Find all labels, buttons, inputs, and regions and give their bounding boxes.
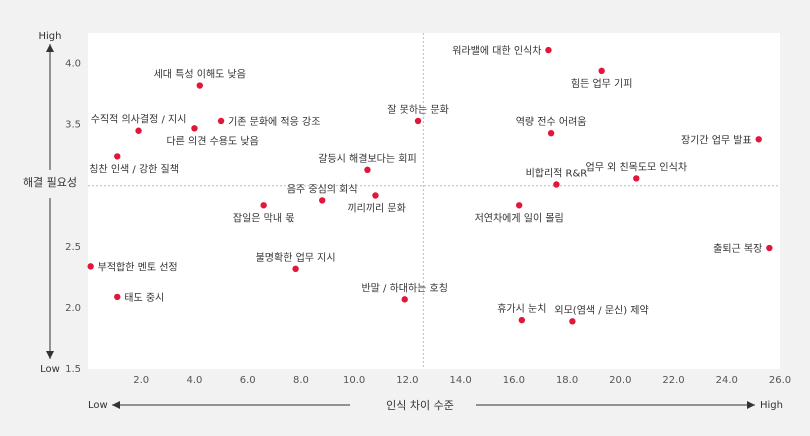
x-tick-label: 8.0	[293, 375, 309, 386]
x-tick-label: 20.0	[609, 375, 631, 386]
y-axis-arrow-up-head	[46, 44, 54, 52]
data-point	[755, 136, 762, 143]
x-axis-arrow-right-head	[747, 401, 755, 409]
x-tick-label: 2.0	[133, 375, 149, 386]
data-point	[260, 202, 267, 209]
x-axis-title: 인식 차이 수준	[386, 399, 454, 412]
x-axis-arrow-left-head	[112, 401, 120, 409]
data-point	[518, 316, 526, 324]
y-tick-label: 2.5	[65, 242, 81, 253]
x-tick-label: 14.0	[449, 375, 471, 386]
data-point-label: 끼리끼리 문화	[347, 203, 405, 215]
x-tick-label: 18.0	[556, 375, 578, 386]
data-point-label: 불명확한 업무 지시	[256, 251, 336, 264]
y-axis-arrow-down-head	[46, 351, 54, 359]
data-point	[545, 46, 552, 54]
data-point	[319, 197, 326, 204]
data-point-label: 역량 전수 어려움	[516, 116, 587, 128]
data-point-label: 다른 의견 수용도 낮음	[166, 135, 258, 147]
data-point	[372, 192, 379, 199]
data-point-label: 휴가시 눈치	[497, 303, 546, 315]
x-tick-label: 16.0	[503, 375, 525, 386]
x-axis-low-label: Low	[88, 400, 108, 411]
data-point-label: 잡일은 막내 몫	[233, 212, 295, 224]
data-point-label: 업무 외 친목도모 인식차	[586, 160, 688, 173]
data-point	[766, 244, 773, 252]
x-axis-high-label: High	[760, 400, 783, 411]
data-point	[515, 202, 523, 209]
data-point-label: 워라밸에 대한 인식차	[452, 44, 541, 57]
data-point-label: 갈등시 해결보다는 회피	[318, 152, 416, 165]
y-axis-low-label: Low	[40, 364, 60, 375]
x-tick-label: 26.0	[769, 375, 791, 386]
y-tick-label: 3.5	[65, 120, 81, 131]
data-point-label: 음주 중심의 회식	[287, 183, 358, 195]
data-point	[217, 117, 225, 125]
data-point	[598, 67, 605, 75]
x-tick-label: 24.0	[716, 375, 738, 386]
y-axis-high-label: High	[39, 31, 62, 42]
data-point	[87, 263, 94, 270]
data-point	[401, 296, 408, 303]
data-point	[196, 82, 203, 89]
data-point	[114, 153, 121, 160]
x-tick-label: 10.0	[343, 375, 365, 386]
data-point	[135, 127, 142, 134]
data-point-label: 기존 문화에 적응 강조	[228, 116, 320, 128]
data-point	[414, 117, 422, 125]
data-point-label: 저연차에게 일이 몰림	[475, 212, 564, 224]
y-axis-title: 해결 필요성	[23, 175, 77, 189]
data-point	[553, 181, 560, 188]
x-tick-label: 22.0	[662, 375, 684, 386]
data-point-label: 출퇴근 복장	[713, 243, 762, 255]
data-point-label: 칭찬 인색 / 강한 질책	[89, 163, 179, 175]
data-point-label: 반말 / 하대하는 호칭	[361, 281, 448, 294]
data-point-label: 세대 특성 이해도 낮음	[154, 68, 246, 81]
x-tick-label: 6.0	[240, 375, 256, 386]
data-point-label: 비합리적 R&R	[526, 168, 588, 180]
data-point	[114, 293, 121, 301]
data-point-label: 태도 중시	[124, 292, 164, 304]
data-point	[547, 129, 555, 137]
data-point-label: 수직적 의사결정 / 지시	[91, 114, 187, 126]
data-point-label: 장기간 업무 발표	[681, 133, 752, 146]
data-point	[191, 125, 198, 132]
data-point	[569, 318, 576, 325]
data-point	[364, 166, 371, 174]
x-tick-label: 12.0	[396, 375, 418, 386]
data-point	[633, 175, 640, 182]
data-point-label: 부적합한 멘토 선정	[98, 261, 178, 273]
plot-area	[88, 33, 780, 369]
y-tick-label: 2.0	[65, 303, 81, 314]
x-tick-labels: 2.0 4.0 6.0 8.0 10.0 12.0 14.0 16.0 18.0 20.0 22.0…	[133, 375, 791, 386]
data-point-label: 잘 못하는 문화	[387, 103, 449, 116]
data-point-label: 힘든 업무 기피	[571, 77, 633, 90]
x-tick-label: 4.0	[187, 375, 203, 386]
data-point	[292, 265, 299, 273]
y-tick-label: 1.5	[65, 364, 81, 375]
y-tick-label: 4.0	[65, 59, 81, 70]
y-tick-labels: 1.5 2.0 2.5 3.5 4.0	[65, 59, 81, 375]
data-point-label: 외모(염색 / 문신) 제약	[554, 304, 648, 316]
